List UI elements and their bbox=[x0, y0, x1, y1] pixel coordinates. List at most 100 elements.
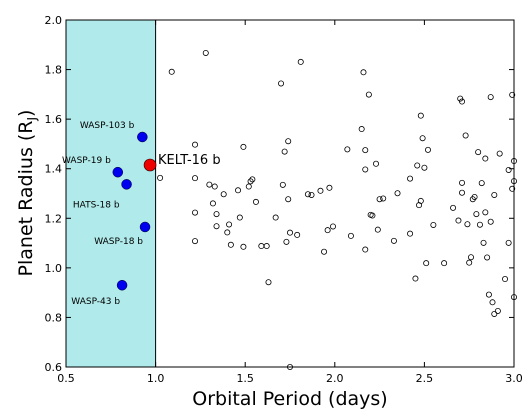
data-point bbox=[324, 227, 331, 234]
data-point bbox=[285, 138, 292, 145]
data-point bbox=[308, 191, 315, 198]
x-tick-label: 2.0 bbox=[326, 372, 344, 385]
data-point bbox=[226, 221, 233, 228]
data-point bbox=[480, 239, 487, 246]
data-point bbox=[457, 95, 464, 102]
y-tick-label: 2.0 bbox=[45, 14, 63, 27]
data-point bbox=[362, 166, 369, 173]
highlight-label: KELT-16 b bbox=[158, 153, 221, 168]
data-point bbox=[168, 68, 175, 75]
x-tick-label: 1.5 bbox=[236, 372, 254, 385]
data-point bbox=[487, 94, 494, 101]
x-axis-title: Orbital Period (days) bbox=[192, 388, 387, 410]
data-point bbox=[407, 175, 414, 182]
data-point bbox=[376, 196, 383, 203]
data-point bbox=[211, 183, 218, 190]
x-tick-label: 1.0 bbox=[147, 372, 165, 385]
planet-label: WASP-43 b bbox=[71, 297, 120, 307]
data-point bbox=[482, 209, 489, 216]
planet-label: WASP-18 b bbox=[94, 237, 143, 247]
data-point bbox=[412, 275, 419, 282]
data-point bbox=[365, 91, 372, 98]
data-point bbox=[471, 193, 478, 200]
data-point bbox=[430, 221, 437, 228]
y-tick-label: 0.8 bbox=[45, 311, 63, 324]
data-point bbox=[326, 184, 333, 191]
y-tick-label: 1.2 bbox=[45, 212, 63, 225]
y-tick-label: 1.8 bbox=[45, 64, 63, 77]
data-point bbox=[192, 175, 199, 182]
data-point bbox=[283, 238, 290, 245]
data-point bbox=[157, 174, 164, 181]
data-point bbox=[265, 279, 272, 286]
data-point bbox=[505, 166, 512, 173]
highlight-series: KELT-16 b bbox=[143, 153, 221, 172]
data-point bbox=[240, 243, 247, 250]
data-point bbox=[278, 80, 285, 87]
data-point bbox=[473, 211, 480, 218]
data-point bbox=[330, 223, 337, 230]
data-point bbox=[297, 58, 304, 65]
data-point bbox=[450, 204, 457, 211]
data-point bbox=[213, 223, 220, 230]
data-point bbox=[487, 218, 494, 225]
data-point bbox=[272, 214, 279, 221]
data-point bbox=[484, 254, 491, 261]
x-tick-label: 0.5 bbox=[57, 372, 75, 385]
data-point bbox=[362, 246, 369, 253]
data-point bbox=[249, 176, 256, 183]
y-axis-title: Planet Radius (RJ) bbox=[15, 110, 39, 277]
y-axis-title-close: ) bbox=[15, 110, 37, 117]
data-point bbox=[424, 146, 431, 153]
data-point bbox=[206, 181, 213, 188]
data-point bbox=[494, 307, 501, 314]
data-point bbox=[285, 196, 292, 203]
data-point bbox=[373, 160, 380, 167]
y-tick-label: 1.4 bbox=[45, 163, 63, 176]
data-point bbox=[235, 187, 242, 194]
shaded-region bbox=[66, 20, 156, 367]
data-point bbox=[245, 183, 252, 190]
data-point bbox=[394, 190, 401, 197]
data-point bbox=[475, 149, 482, 156]
data-point bbox=[279, 181, 286, 188]
known-planet-point bbox=[137, 131, 148, 143]
data-point bbox=[459, 189, 466, 196]
data-point bbox=[286, 229, 293, 236]
data-point bbox=[489, 299, 496, 306]
data-point bbox=[224, 229, 231, 236]
data-point bbox=[462, 132, 469, 139]
y-axis-title-main: Planet Radius (R bbox=[15, 121, 37, 277]
data-point bbox=[202, 49, 209, 56]
known-planets-series bbox=[112, 131, 151, 291]
x-tick-label: 3.0 bbox=[505, 372, 523, 385]
data-point bbox=[380, 195, 387, 202]
data-point bbox=[505, 239, 512, 246]
data-point bbox=[347, 232, 354, 239]
data-point bbox=[240, 143, 247, 150]
data-point bbox=[321, 248, 328, 255]
y-tick-label: 1.6 bbox=[45, 113, 63, 126]
tick-labels: 0.5 1.0 1.5 2.0 2.5 3.0 0.6 0.8 1.0 1.2 1.4 1.6 1.8 2… bbox=[45, 14, 523, 385]
data-point bbox=[459, 179, 466, 186]
known-planet-point bbox=[112, 166, 124, 178]
data-point bbox=[192, 141, 199, 148]
data-point bbox=[247, 178, 254, 185]
data-point bbox=[467, 254, 474, 261]
known-planet-point bbox=[116, 279, 128, 291]
planet-label: HATS-18 b bbox=[73, 200, 120, 210]
data-point bbox=[476, 221, 483, 228]
data-point bbox=[502, 276, 509, 283]
data-point bbox=[407, 230, 414, 237]
data-point bbox=[252, 198, 259, 205]
planet-labels: WASP-103 b WASP-19 b HATS-18 b WASP-18 b WAS… bbox=[62, 121, 143, 307]
data-point bbox=[509, 91, 516, 98]
data-point bbox=[374, 226, 381, 233]
data-point bbox=[491, 310, 498, 317]
data-point bbox=[421, 164, 428, 171]
plot-frame bbox=[65, 19, 515, 368]
data-point bbox=[509, 185, 516, 192]
data-point bbox=[390, 237, 397, 244]
data-point bbox=[192, 209, 199, 216]
data-point bbox=[459, 98, 466, 105]
